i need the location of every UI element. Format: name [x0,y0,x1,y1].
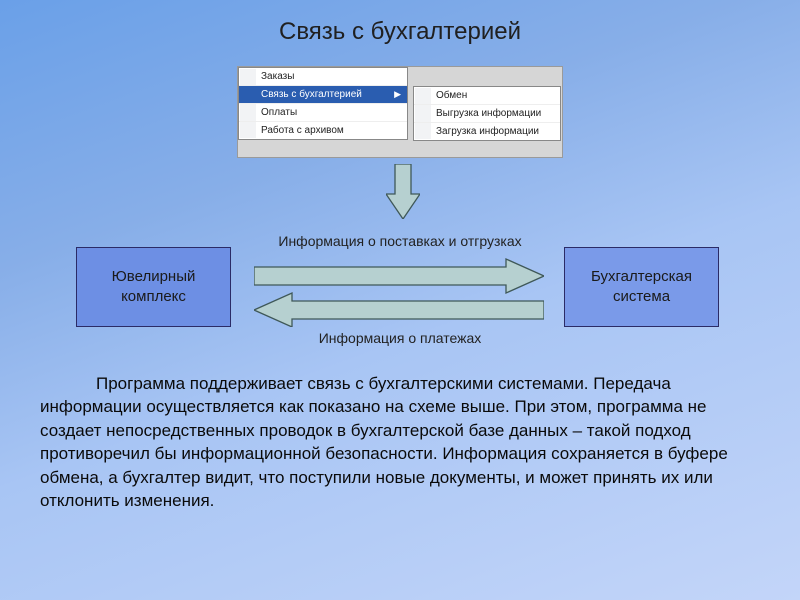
menu-item-accounting-link[interactable]: Связь с бухгалтерией ▶ [239,86,407,104]
menu-item-import[interactable]: Загрузка информации [414,123,560,140]
menu-item-label: Выгрузка информации [436,108,541,119]
body-paragraph: Программа поддерживает связь с бухгалтер… [40,372,760,513]
menu-item-label: Оплаты [261,107,297,118]
box-line: система [613,288,670,305]
page-title: Связь с бухгалтерией [0,0,800,46]
menu-left-column: Заказы Связь с бухгалтерией ▶ Оплаты Раб… [238,67,408,140]
menu-item-label: Связь с бухгалтерией [261,89,362,100]
box-jewelry-complex: Ювелирный комплекс [76,247,231,327]
menu-item-label: Загрузка информации [436,126,539,137]
menu-item-label: Работа с архивом [261,125,344,136]
menu-item-export[interactable]: Выгрузка информации [414,105,560,123]
body-text: Программа поддерживает связь с бухгалтер… [40,374,728,510]
box-line: Бухгалтерская [591,268,692,285]
arrow-right-icon [254,257,544,327]
menu-item-payments[interactable]: Оплаты [239,104,407,122]
menu-item-orders[interactable]: Заказы [239,68,407,86]
arrow-down-icon [386,164,420,219]
menu-item-label: Обмен [436,90,467,101]
menu-screenshot: Заказы Связь с бухгалтерией ▶ Оплаты Раб… [237,66,563,158]
menu-right-column: Обмен Выгрузка информации Загрузка инфор… [413,86,561,141]
arrow-label-top: Информация о поставках и отгрузках [240,233,560,249]
box-line: комплекс [121,288,186,305]
box-line: Ювелирный [112,268,196,285]
box-accounting-system: Бухгалтерская система [564,247,719,327]
chevron-right-icon: ▶ [394,89,401,100]
menu-item-archive[interactable]: Работа с архивом [239,122,407,139]
menu-item-label: Заказы [261,71,294,82]
arrow-label-bottom: Информация о платежах [240,330,560,346]
menu-item-exchange[interactable]: Обмен [414,87,560,105]
